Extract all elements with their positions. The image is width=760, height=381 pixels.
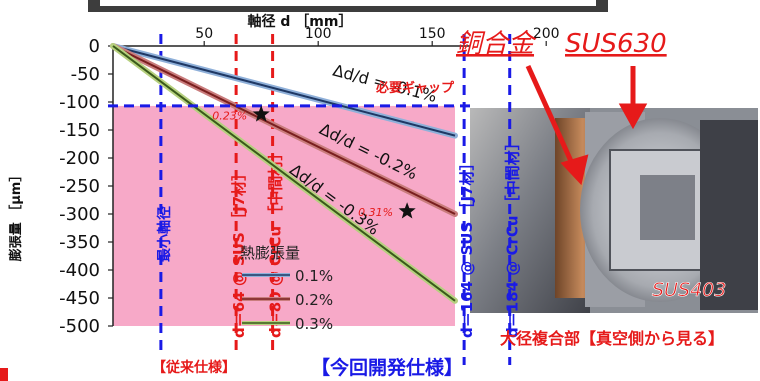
legend-title: 熱膨張量 [240, 244, 300, 262]
star-marker-0 [252, 105, 270, 122]
y-tick-label-7: -350 [59, 232, 100, 253]
conventional-spec-label: 【従来仕様】 [152, 359, 236, 376]
series-line-2 [112, 45, 456, 302]
legend: 熱膨張量 0.1% 0.2% 0.3% [240, 244, 333, 333]
y-tick-label-5: -250 [59, 176, 100, 197]
label-sus630: SUS630 [565, 29, 667, 59]
y-tick-label-6: -300 [59, 204, 100, 225]
legend-label-2: 0.3% [295, 315, 333, 333]
star-marker-1 [398, 202, 416, 219]
diameter-label-4: d＝184 @ CrCu ［中間材］ [504, 135, 522, 338]
legend-label-0: 0.1% [295, 267, 333, 285]
x-tick-label-1: 100 [305, 26, 332, 42]
required-gap-label: 必要ギャップ [375, 80, 455, 96]
x-axis-title: 軸径 d ［mm］ [248, 13, 353, 30]
rotor-photo [470, 108, 758, 313]
axes: 0 -50 -100 -150 -200 -250 -300 -350 -400 -450 -500… [59, 26, 559, 337]
x-tick-label-0: 50 [195, 26, 213, 42]
y-tick-label-10: -500 [59, 316, 100, 337]
y-axis-title: 膨張量 ［μm］ [8, 169, 24, 263]
star-label-0: 0.23% [212, 109, 247, 122]
series-line-1 [112, 45, 456, 215]
callout-arrows [525, 64, 648, 186]
label-sus403: SUS403 [652, 279, 726, 301]
current-spec-label: 【今回開発仕様】 [311, 356, 463, 379]
star-label-1: 0.31% [358, 206, 393, 219]
diameter-lines: 最小軸径 d＝64 @ SUS ［J7材］ d＝80 @ CrCu ［中間材］ d＝1… [156, 34, 522, 365]
series-line-0 [112, 45, 456, 137]
y-tick-label-9: -450 [59, 288, 100, 309]
y-tick-label-1: -50 [71, 64, 100, 85]
marks: 必要ギャップ 0.23% 0.31% [212, 80, 455, 219]
diameter-label-1: d＝64 @ SUS ［J7材］ [230, 166, 248, 338]
diameter-label-3: d＝164 @ SUS ［J7材］ [458, 155, 476, 338]
y-tick-label-2: -100 [59, 92, 100, 113]
diameter-label-0: 最小軸径 [156, 206, 173, 262]
y-tick-label-0: 0 [89, 36, 100, 57]
x-tick-label-3: 200 [533, 26, 560, 42]
y-tick-label-8: -400 [59, 260, 100, 281]
y-tick-label-3: -150 [59, 120, 100, 141]
corner-marker [0, 368, 8, 381]
label-copper-alloy: 銅合金 [456, 29, 537, 59]
diameter-label-2: d＝80 @ CrCu ［中間材］ [267, 146, 285, 338]
legend-label-1: 0.2% [295, 291, 333, 309]
x-tick-label-2: 150 [419, 26, 446, 42]
top-frame-inner [100, 0, 596, 6]
gap-region [113, 105, 455, 326]
photo-caption: 大径複合部【真空側から見る】 [500, 329, 724, 348]
y-tick-label-4: -200 [59, 148, 100, 169]
